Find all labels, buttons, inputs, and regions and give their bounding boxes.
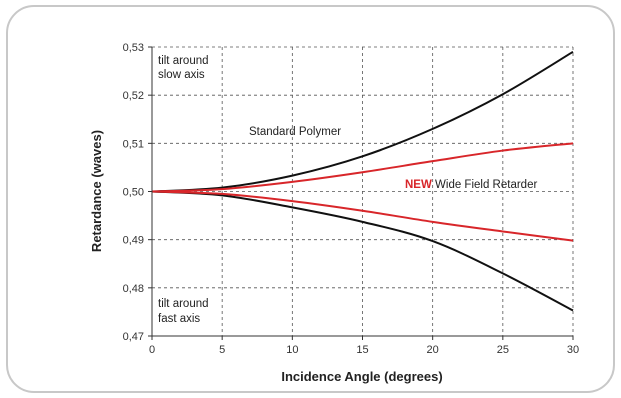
x-tick-label: 0 [149, 344, 155, 356]
x-axis-title: Incidence Angle (degrees) [281, 369, 442, 384]
series-line [151, 50, 574, 193]
series-layer [151, 50, 574, 312]
annotation-slow-axis-line1: tilt around [158, 55, 209, 67]
x-tick-label: 30 [567, 344, 579, 356]
annotation-new-label: NEW [405, 179, 432, 191]
y-tick-label: 0,50 [123, 187, 144, 199]
series-line [151, 142, 574, 193]
annotation-standard-polymer: Standard Polymer [249, 126, 341, 138]
y-tick-label: 0,52 [123, 90, 144, 102]
axes [151, 47, 573, 337]
annotation-fast-axis-line1: tilt around [158, 298, 209, 310]
y-axis-title: Retardance (waves) [89, 130, 104, 252]
y-tick-label: 0,49 [123, 235, 144, 247]
annotation-new-wide-field: NEW Wide Field Retarder [405, 179, 537, 191]
annotation-wide-field-label: Wide Field Retarder [432, 179, 538, 191]
x-tick-label: 5 [219, 344, 225, 356]
y-tick-label: 0,53 [123, 42, 144, 54]
x-tick-label: 15 [356, 344, 368, 356]
y-tick-label: 0,47 [123, 331, 144, 343]
y-tick-label: 0,48 [123, 283, 144, 295]
series-line [151, 190, 574, 312]
x-tick-label: 25 [497, 344, 509, 356]
y-tick-label: 0,51 [123, 138, 144, 150]
x-tick-label: 20 [427, 344, 439, 356]
tick-labels: 0 5 10 15 20 25 30 0,47 0,48 0,49 0,50 0,51 0,52 0,53 [123, 42, 580, 356]
series-line [151, 190, 574, 242]
x-tick-label: 10 [286, 344, 298, 356]
grid-lines [148, 46, 574, 340]
annotation-slow-axis-line2: slow axis [158, 69, 205, 81]
annotation-fast-axis-line2: fast axis [158, 313, 200, 325]
